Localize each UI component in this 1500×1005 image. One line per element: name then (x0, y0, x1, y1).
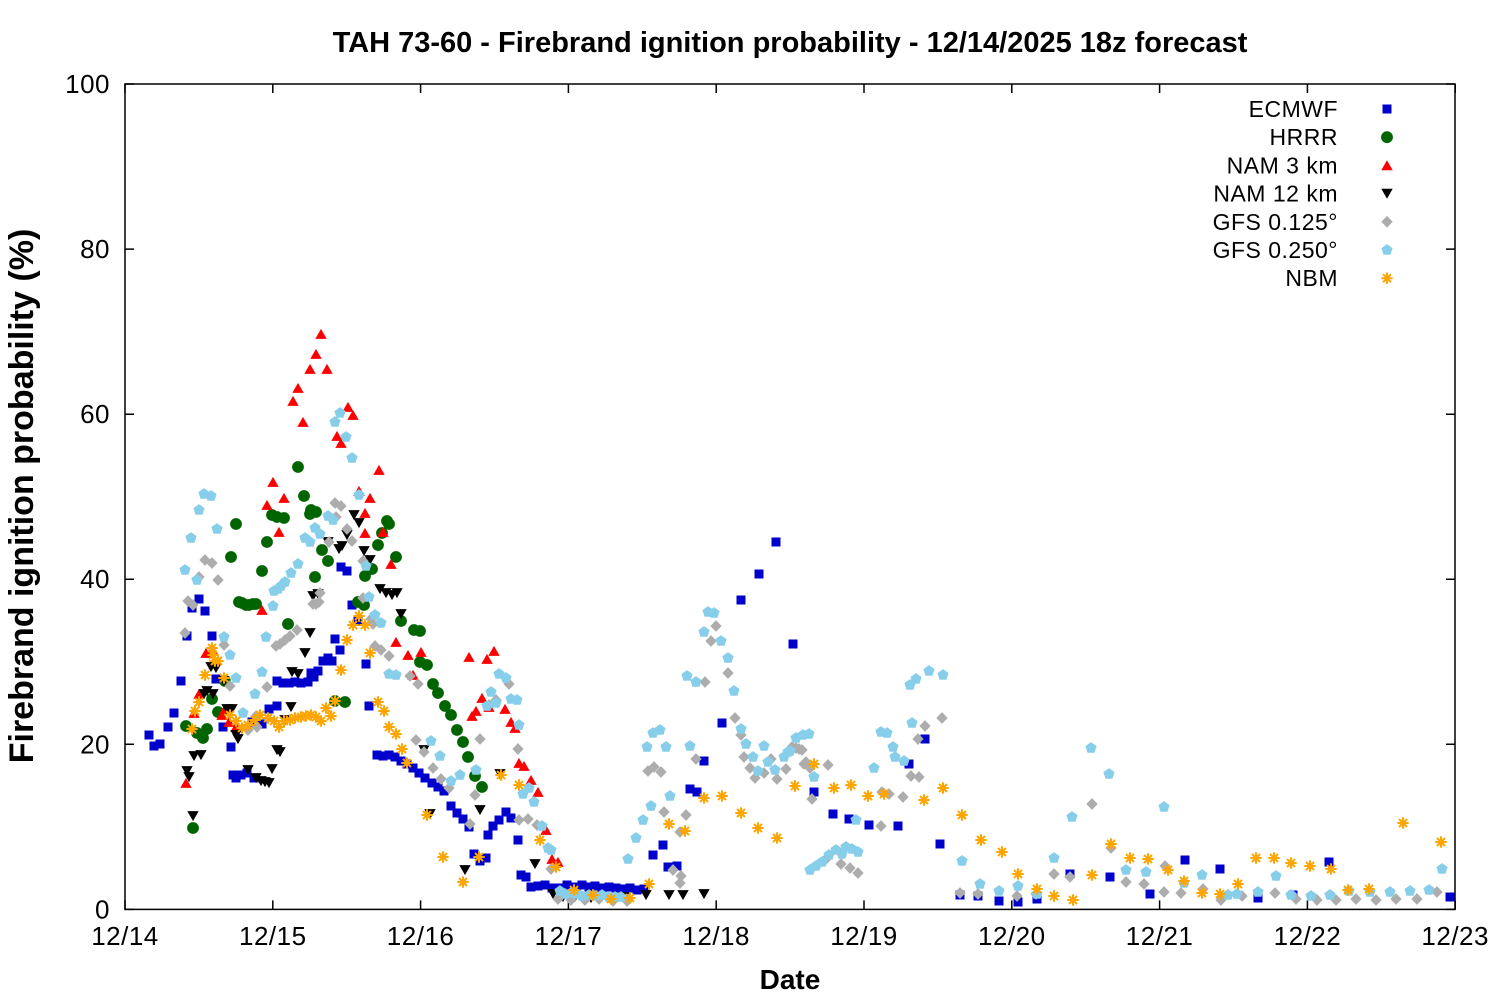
svg-text:NBM: NBM (1285, 265, 1338, 291)
svg-text:20: 20 (80, 729, 110, 759)
svg-text:GFS 0.250°: GFS 0.250° (1213, 237, 1338, 263)
svg-text:12/17: 12/17 (535, 921, 603, 951)
svg-text:0: 0 (95, 894, 110, 924)
svg-text:Date: Date (760, 964, 821, 995)
svg-text:40: 40 (80, 564, 110, 594)
svg-text:HRRR: HRRR (1270, 124, 1338, 150)
svg-text:12/21: 12/21 (1126, 921, 1194, 951)
svg-text:TAH 73-60 - Firebrand ignition: TAH 73-60 - Firebrand ignition probabili… (333, 27, 1248, 59)
svg-text:12/22: 12/22 (1274, 921, 1342, 951)
svg-text:NAM 12 km: NAM 12 km (1213, 181, 1338, 207)
svg-text:12/16: 12/16 (387, 921, 455, 951)
svg-text:80: 80 (80, 234, 110, 264)
svg-text:Firebrand ignition probability: Firebrand ignition probability (%) (3, 229, 41, 764)
svg-text:12/23: 12/23 (1421, 921, 1489, 951)
svg-text:60: 60 (80, 399, 110, 429)
svg-text:ECMWF: ECMWF (1249, 96, 1338, 122)
svg-text:NAM 3 km: NAM 3 km (1227, 152, 1338, 178)
svg-text:12/15: 12/15 (239, 921, 307, 951)
svg-text:12/14: 12/14 (91, 921, 159, 951)
svg-text:12/20: 12/20 (978, 921, 1046, 951)
svg-text:12/18: 12/18 (682, 921, 750, 951)
svg-text:100: 100 (65, 69, 110, 99)
svg-text:GFS 0.125°: GFS 0.125° (1213, 209, 1338, 235)
svg-text:12/19: 12/19 (830, 921, 898, 951)
